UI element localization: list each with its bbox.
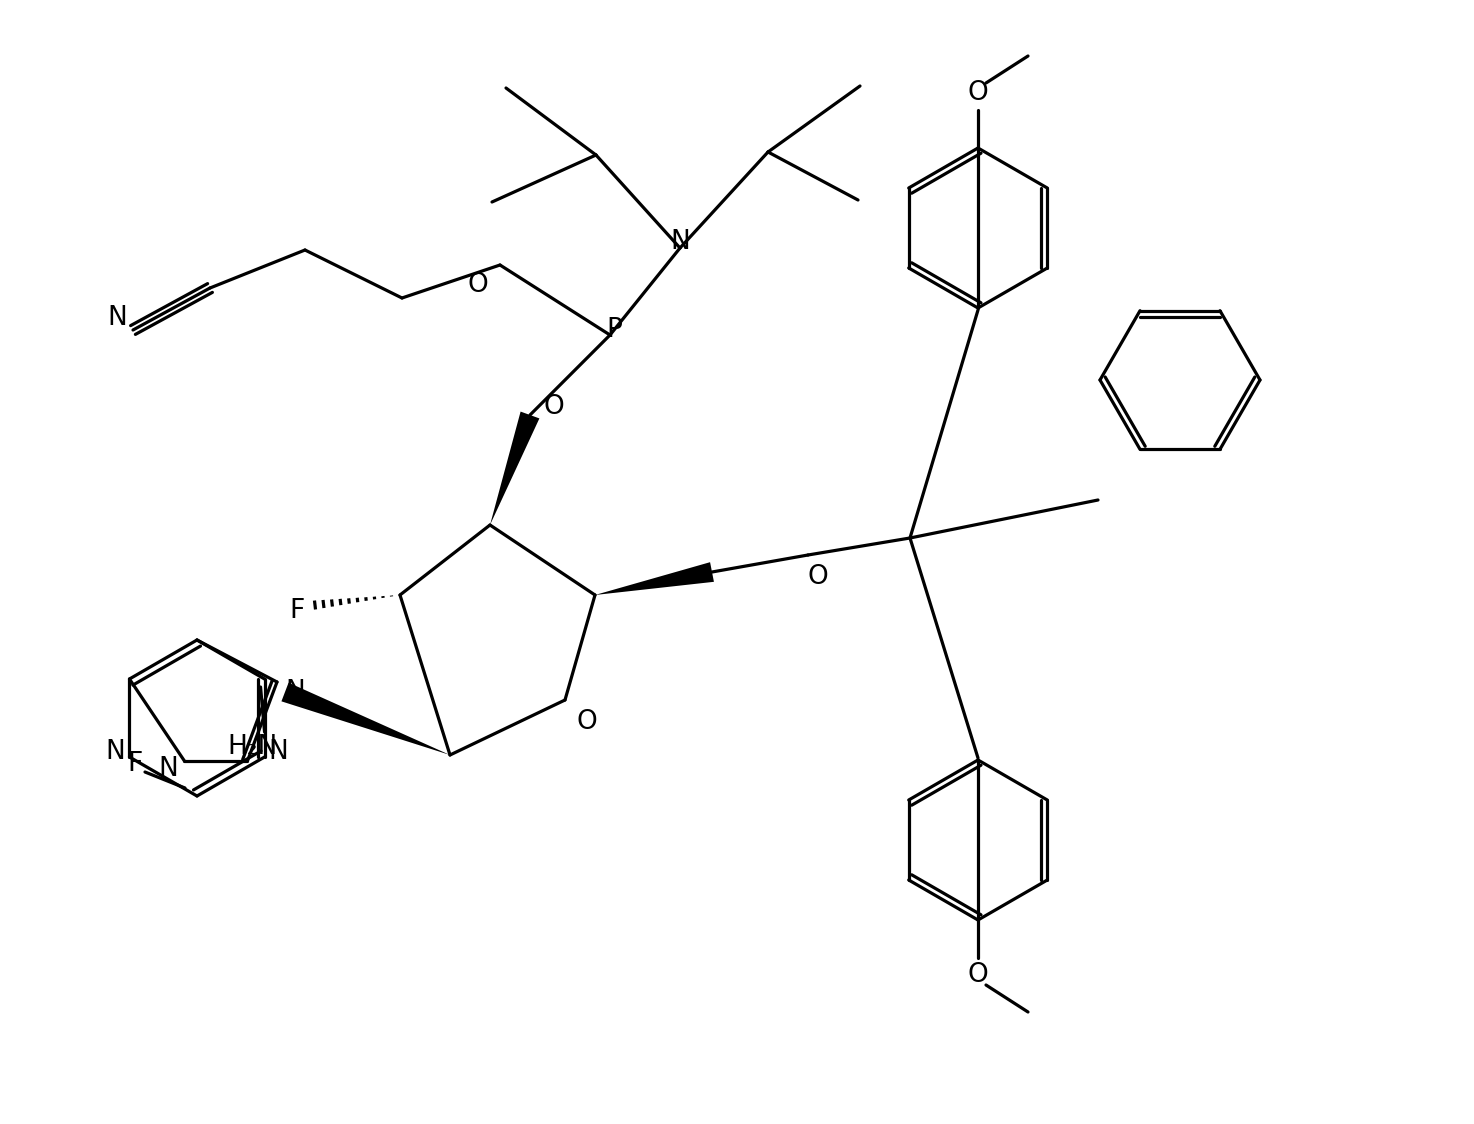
Text: P: P	[606, 317, 622, 343]
Polygon shape	[595, 562, 713, 595]
Text: O: O	[967, 80, 989, 106]
Text: O: O	[967, 962, 989, 988]
Text: N: N	[268, 738, 289, 765]
Text: O: O	[467, 272, 488, 298]
Text: F: F	[289, 598, 305, 624]
Text: N: N	[106, 738, 125, 765]
Text: O: O	[576, 709, 597, 735]
Text: N: N	[671, 229, 690, 255]
Text: N: N	[159, 756, 178, 782]
Text: N: N	[284, 679, 305, 705]
Text: H₂N: H₂N	[227, 734, 277, 760]
Polygon shape	[282, 682, 450, 755]
Text: O: O	[808, 564, 828, 590]
Text: O: O	[544, 395, 565, 420]
Text: N: N	[108, 305, 127, 330]
Polygon shape	[489, 411, 539, 525]
Text: F: F	[127, 751, 143, 777]
